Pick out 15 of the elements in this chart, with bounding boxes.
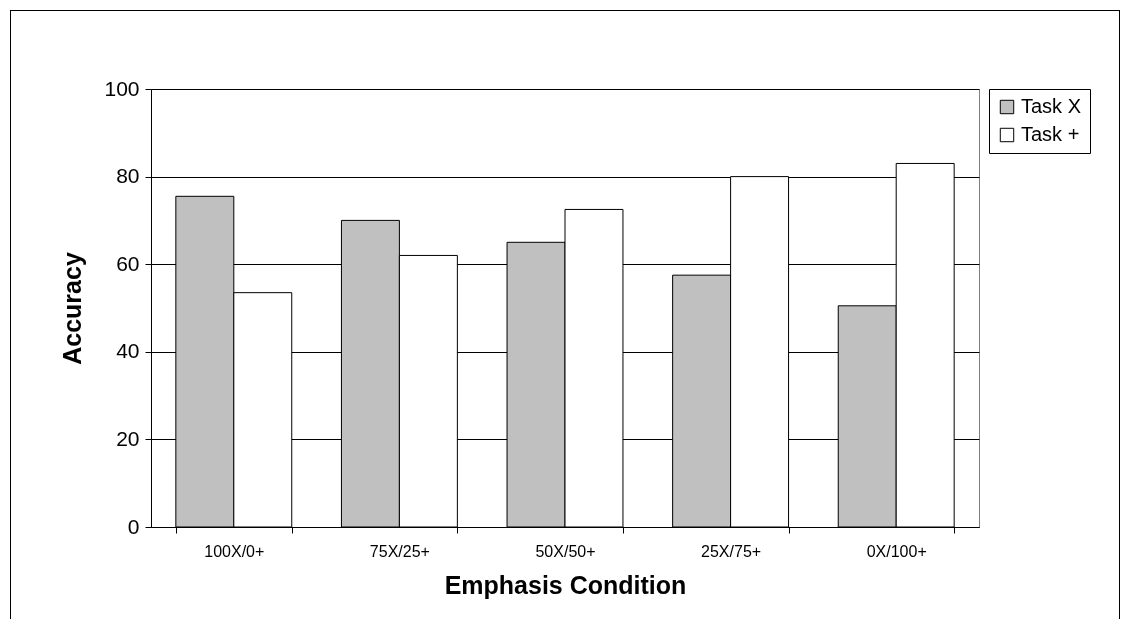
y-tick-label: 60 (116, 251, 140, 275)
x-tick-label: 50X/50+ (535, 542, 596, 560)
y-tick-label: 20 (116, 426, 140, 450)
y-tick-label: 40 (116, 339, 140, 363)
x-axis-title: Emphasis Condition (444, 570, 687, 599)
y-tick-label: 0 (127, 514, 140, 538)
y-tick-label: 80 (116, 164, 140, 188)
x-tick-label: 75X/25+ (369, 542, 430, 560)
x-tick-label: 0X/100+ (866, 542, 927, 560)
x-tick-label: 100X/0+ (204, 542, 265, 560)
legend-label: Task + (1021, 123, 1080, 145)
y-tick-label: 100 (104, 76, 140, 100)
y-axis-title: Accuracy (58, 252, 87, 365)
legend-label: Task X (1021, 95, 1082, 117)
x-tick-label: 25X/75+ (701, 542, 762, 560)
